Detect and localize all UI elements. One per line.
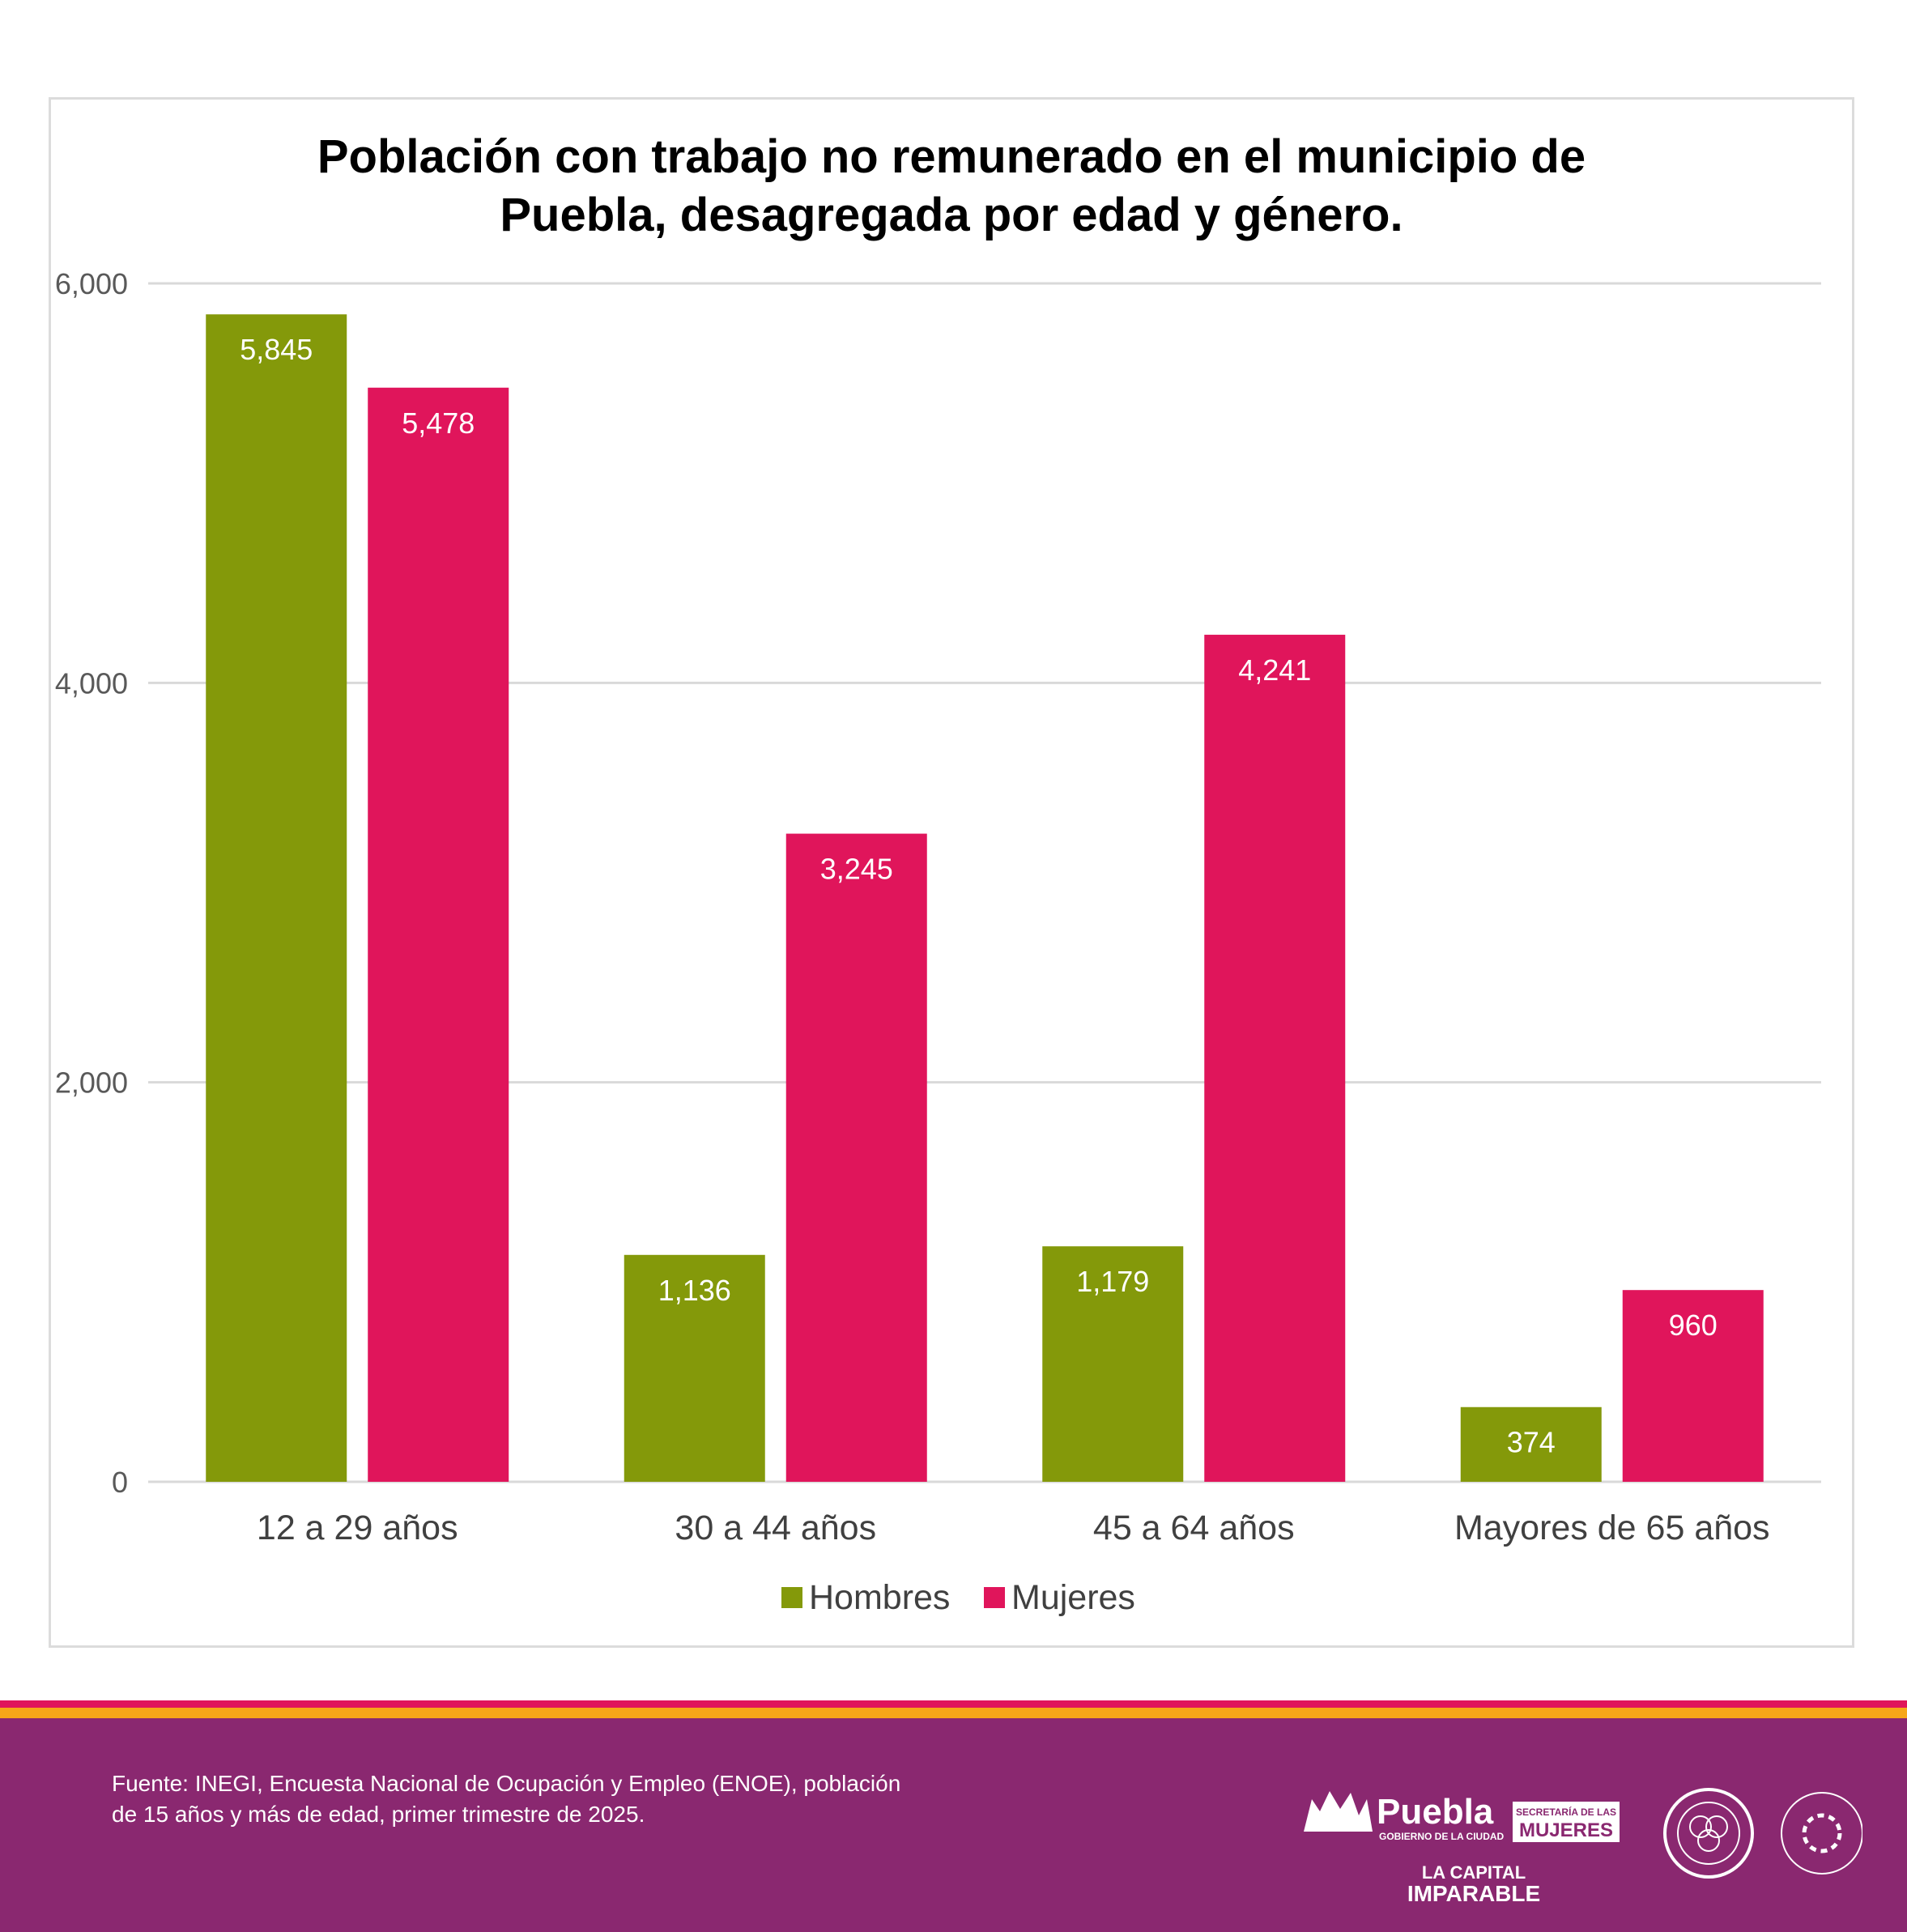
chart-title-line-2: Puebla, desagregada por edad y género.: [500, 189, 1403, 241]
slogan-logo: LA CAPITAL IMPARABLE: [1407, 1862, 1540, 1906]
data-label-hombres-2: 1,179: [1076, 1265, 1149, 1298]
bar-hombres-1: [624, 1254, 765, 1482]
legend-swatch-mujeres: [984, 1587, 1005, 1608]
source-line-1: Fuente: INEGI, Encuesta Nacional de Ocup…: [112, 1771, 901, 1796]
x-tick-label-0: 12 a 29 años: [257, 1509, 458, 1547]
brand-subtitle: GOBIERNO DE LA CIUDAD: [1379, 1831, 1505, 1842]
puebla-logo: Puebla GOBIERNO DE LA CIUDAD SECRETARÍA …: [1304, 1791, 1620, 1842]
x-axis-ticks: 12 a 29 años 30 a 44 años 45 a 64 años Mayo…: [257, 1509, 1770, 1547]
data-label-hombres-0: 5,845: [240, 333, 313, 366]
bar-chart: Población con trabajo no remunerado en e…: [55, 130, 1821, 1617]
y-tick-label-1: 2,000: [55, 1066, 128, 1100]
bars: [206, 314, 1764, 1482]
slogan-main: IMPARABLE: [1407, 1881, 1540, 1906]
x-tick-label-2: 45 a 64 años: [1093, 1509, 1295, 1547]
bar-mujeres-1: [785, 833, 927, 1482]
slogan-top: LA CAPITAL: [1422, 1862, 1526, 1883]
source-note: Fuente: INEGI, Encuesta Nacional de Ocup…: [112, 1768, 1002, 1830]
brand-name: Puebla: [1377, 1792, 1494, 1832]
equality-norm-seal: [1781, 1792, 1862, 1875]
data-label-mujeres-2: 4,241: [1238, 653, 1311, 687]
bar-mujeres-3: [1622, 1290, 1764, 1482]
city-emblem-icon: [1304, 1791, 1373, 1832]
data-label-mujeres-0: 5,478: [402, 406, 475, 440]
legend-swatch-hombres: [781, 1587, 802, 1608]
secretaria-box: [1513, 1802, 1620, 1842]
footer-stripe-red: [0, 1700, 1907, 1708]
secretaria-top: SECRETARÍA DE LAS: [1516, 1806, 1616, 1818]
bar-mujeres-0: [368, 387, 509, 1482]
data-label-hombres-3: 374: [1507, 1426, 1556, 1459]
data-labels: 5,845 5,478 1,136 3,245 1,179 4,241 374 960: [240, 333, 1718, 1459]
data-label-mujeres-1: 3,245: [820, 853, 893, 886]
data-label-mujeres-3: 960: [1669, 1309, 1718, 1342]
y-axis-ticks: 0 2,000 4,000 6,000: [55, 267, 128, 1499]
y-tick-label-3: 6,000: [55, 267, 128, 300]
bar-hombres-0: [206, 314, 347, 1482]
footer-stripe-orange: [0, 1708, 1907, 1718]
bar-hombres-3: [1460, 1406, 1602, 1482]
legend-label-hombres: Hombres: [809, 1578, 950, 1617]
bar-mujeres-2: [1204, 634, 1346, 1482]
x-tick-label-3: Mayores de 65 años: [1454, 1509, 1770, 1547]
x-tick-label-1: 30 a 44 años: [675, 1509, 876, 1547]
data-label-hombres-1: 1,136: [658, 1274, 731, 1307]
bar-hombres-2: [1042, 1246, 1184, 1482]
chart-frame: Población con trabajo no remunerado en e…: [49, 97, 1854, 1648]
y-tick-label-0: 0: [112, 1466, 128, 1499]
footer: Fuente: INEGI, Encuesta Nacional de Ocup…: [0, 1718, 1907, 1932]
logos: Puebla GOBIERNO DE LA CIUDAD SECRETARÍA …: [1304, 1788, 1862, 1906]
microsite-seal: [1663, 1788, 1754, 1879]
secretaria-main: MUJERES: [1519, 1819, 1613, 1841]
legend: Hombres Mujeres: [781, 1578, 1135, 1617]
legend-label-mujeres: Mujeres: [1011, 1578, 1135, 1617]
chart-title-line-1: Población con trabajo no remunerado en e…: [317, 130, 1586, 183]
source-line-2: de 15 años y más de edad, primer trimest…: [112, 1802, 645, 1827]
y-tick-label-2: 4,000: [55, 666, 128, 700]
